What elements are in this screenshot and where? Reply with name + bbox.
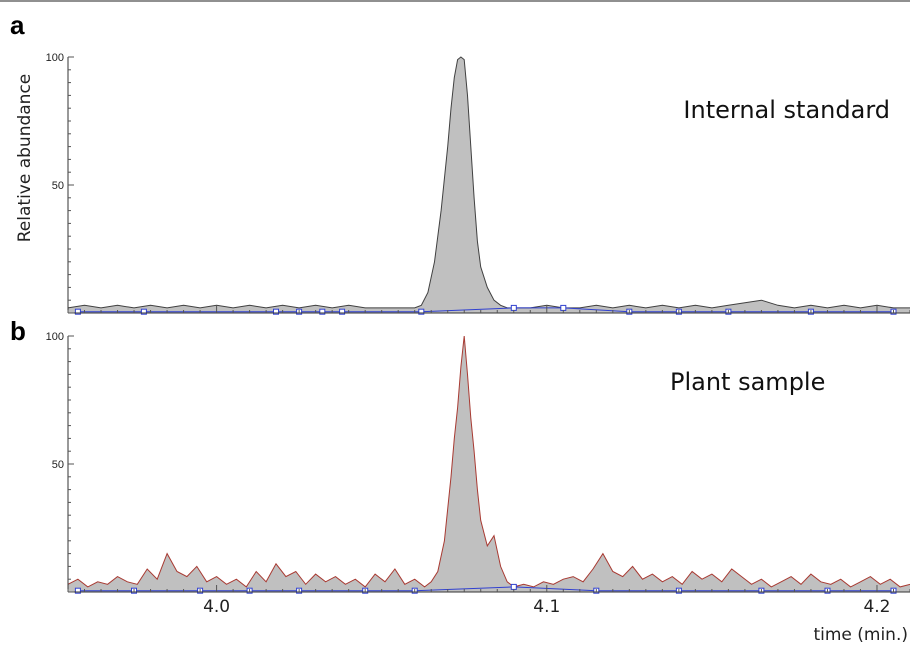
panel-label-b: b [10, 316, 26, 346]
baseline-marker [74, 308, 81, 315]
baseline-marker [560, 304, 567, 311]
baseline-marker [418, 308, 425, 315]
panel-b-plot: 50 100 [46, 331, 910, 594]
baseline-marker [140, 308, 147, 315]
baseline-marker [273, 308, 279, 315]
baseline-marker [510, 583, 517, 590]
panel-label-a: a [10, 10, 25, 40]
trace-line [67, 56, 910, 309]
y-tick-label: 100 [46, 52, 64, 64]
x-axis-ticks: 4.0 4.1 4.2 [203, 597, 890, 617]
integration-baseline [77, 307, 894, 313]
trace-line [67, 335, 910, 588]
x-axis-label: time (min.) [813, 625, 908, 645]
x-tick-label: 4.2 [863, 597, 890, 617]
y-axis-label: Relative abundance [15, 74, 35, 243]
panel-a-plot: 50 100 [46, 52, 910, 315]
baseline-marker [339, 308, 346, 315]
annotation-plant-sample: Plant sample [670, 368, 825, 396]
x-tick-label: 4.1 [533, 597, 560, 617]
baseline-marker [319, 308, 326, 315]
y-tick-label: 100 [46, 331, 64, 343]
baseline-marker [74, 587, 81, 594]
baseline-marker [510, 304, 517, 311]
y-tick-label: 50 [52, 180, 64, 192]
y-tick-label: 50 [52, 459, 64, 471]
annotation-internal-standard: Internal standard [683, 96, 890, 124]
x-tick-label: 4.0 [203, 597, 230, 617]
